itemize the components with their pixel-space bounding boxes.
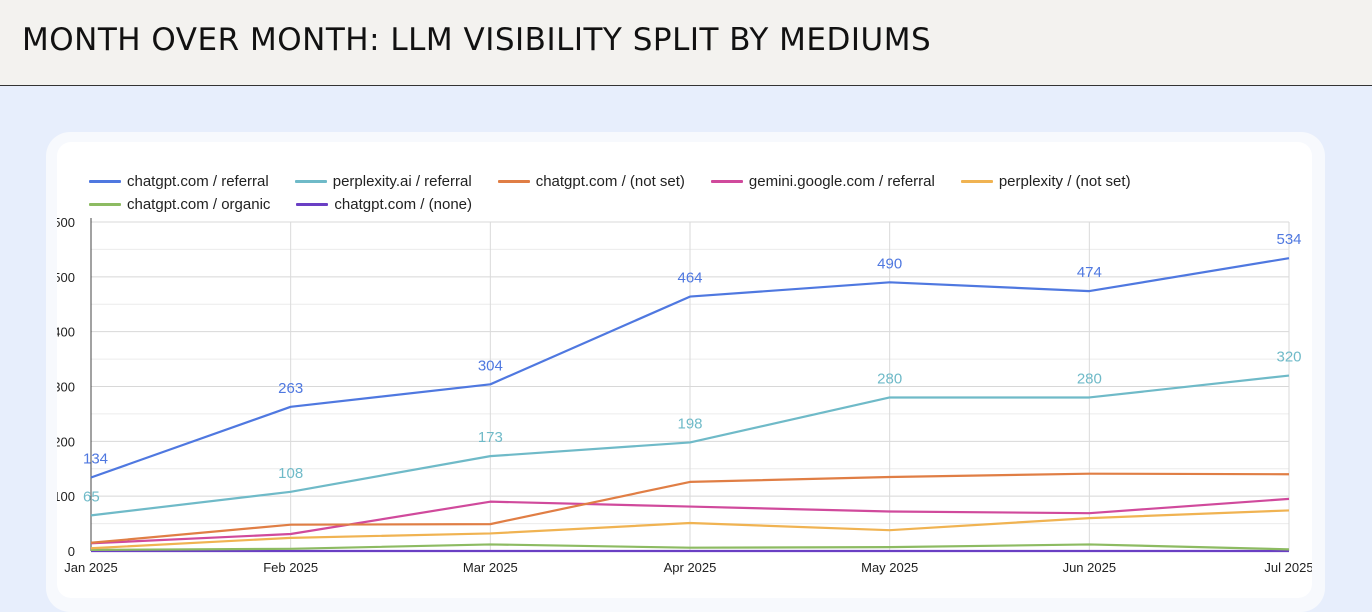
x-tick-label: Feb 2025	[263, 560, 318, 575]
data-label: 490	[877, 255, 902, 272]
page-header: MONTH OVER MONTH: LLM VISIBILITY SPLIT B…	[0, 0, 1372, 86]
legend-swatch	[294, 180, 327, 183]
x-tick-label: Jul 2025	[1264, 560, 1312, 575]
series-line	[90, 543, 1290, 552]
legend-item[interactable]: chatgpt.com / (none)	[296, 196, 472, 213]
legend-label: chatgpt.com / (not set)	[535, 173, 685, 190]
y-tick-label: 0	[68, 544, 75, 559]
legend-item[interactable]: perplexity.ai / referral	[294, 173, 472, 190]
y-tick-label: 400	[57, 325, 75, 340]
data-label: 280	[877, 370, 902, 387]
data-label: 304	[478, 357, 503, 374]
x-tick-label: Jun 2025	[1063, 560, 1117, 575]
legend-label: perplexity / (not set)	[998, 173, 1131, 190]
series-line	[90, 509, 1290, 550]
data-label: 263	[278, 380, 303, 397]
legend-label: gemini.google.com / referral	[748, 173, 935, 190]
x-tick-label: Apr 2025	[664, 560, 717, 575]
x-tick-label: May 2025	[861, 560, 918, 575]
legend-swatch	[89, 203, 121, 206]
legend-swatch	[296, 203, 329, 206]
legend-swatch	[89, 180, 121, 183]
legend-row: chatgpt.com / organic chatgpt.com / (non…	[89, 193, 1289, 216]
series-line	[90, 497, 1290, 545]
data-label: 173	[478, 429, 503, 446]
legend-row: chatgpt.com / referral perplexity.ai / r…	[89, 170, 1289, 193]
legend-item[interactable]: perplexity / (not set)	[960, 173, 1131, 190]
page-title: MONTH OVER MONTH: LLM VISIBILITY SPLIT B…	[22, 22, 932, 58]
y-tick-label: 100	[57, 489, 75, 504]
y-tick-label: 500	[57, 270, 75, 285]
legend-item[interactable]: chatgpt.com / referral	[89, 173, 269, 190]
data-label: 320	[1276, 349, 1301, 366]
x-tick-label: Mar 2025	[463, 560, 518, 575]
y-tick-label: 300	[57, 380, 75, 395]
legend-item[interactable]: gemini.google.com / referral	[710, 173, 935, 190]
data-label: 65	[83, 488, 100, 505]
chart-card: chatgpt.com / referral perplexity.ai / r…	[57, 142, 1312, 598]
legend-swatch	[710, 180, 743, 183]
series-line	[90, 257, 1290, 479]
legend-label: chatgpt.com / organic	[127, 196, 271, 213]
chart-legend: chatgpt.com / referral perplexity.ai / r…	[89, 170, 1289, 216]
legend-swatch	[960, 180, 993, 183]
data-label: 534	[1276, 231, 1301, 248]
x-tick-label: Jan 2025	[64, 560, 118, 575]
series-line	[90, 374, 1290, 517]
legend-item[interactable]: chatgpt.com / (not set)	[497, 173, 685, 190]
legend-label: chatgpt.com / (none)	[334, 196, 472, 213]
data-label: 280	[1077, 370, 1102, 387]
legend-label: perplexity.ai / referral	[332, 173, 472, 190]
data-label: 464	[677, 270, 702, 287]
legend-swatch	[497, 180, 530, 183]
y-tick-label: 200	[57, 434, 75, 449]
legend-item[interactable]: chatgpt.com / organic	[89, 196, 270, 213]
series-line	[90, 472, 1290, 544]
data-label: 474	[1077, 264, 1102, 281]
data-label: 198	[677, 415, 702, 432]
data-label: 134	[83, 451, 108, 468]
y-tick-label: 500	[57, 215, 75, 230]
line-chart: 0 100 200 300 400 500 500 Jan 2025 Feb 2025 Mar 2…	[57, 215, 1312, 575]
data-label: 108	[278, 465, 303, 482]
legend-label: chatgpt.com / referral	[127, 173, 269, 190]
